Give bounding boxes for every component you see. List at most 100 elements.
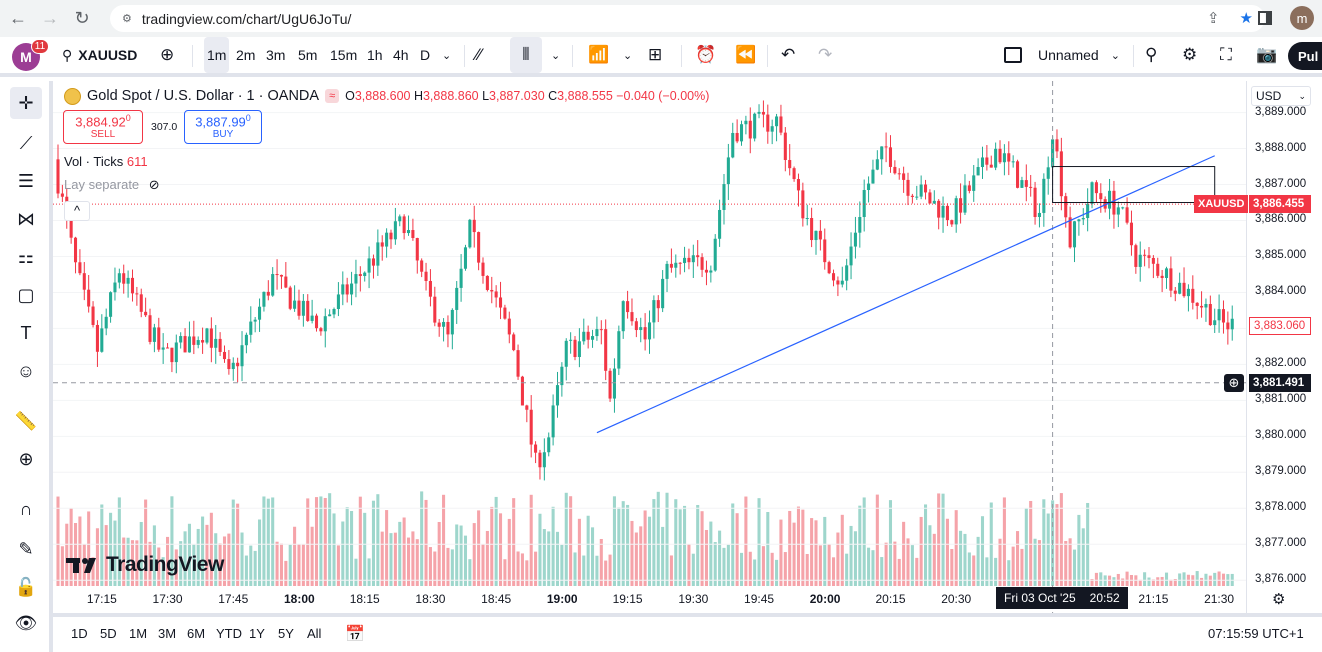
eye-crossed-icon[interactable]: ⊘ <box>148 177 160 192</box>
price-axis[interactable]: USD ⌄ 3,889.000 3,888.000 3,887.000 3,886.0… <box>1246 81 1322 613</box>
emoji-icon[interactable]: ☺ <box>16 360 36 381</box>
volume-bar <box>915 557 919 586</box>
candle-body <box>1007 153 1011 162</box>
interval-2m[interactable]: 2m <box>236 47 256 63</box>
range-All[interactable]: All <box>307 626 322 641</box>
candle-body <box>393 221 397 240</box>
profile-avatar[interactable]: m <box>1290 6 1314 30</box>
candle-body <box>503 307 507 319</box>
range-5Y[interactable]: 5Y <box>278 626 294 641</box>
settings-gear-icon[interactable]: ⚙ <box>1182 45 1198 64</box>
range-3M[interactable]: 3M <box>158 626 177 641</box>
candle-body <box>157 327 161 350</box>
templates-icon[interactable]: ⊞ <box>648 45 663 64</box>
overlay-toggle[interactable]: Lay separate ⊘ <box>64 177 160 193</box>
lock-icon[interactable]: 🔓 <box>14 576 38 597</box>
range-1M[interactable]: 1M <box>129 626 148 641</box>
clock-timezone[interactable]: 07:15:59 UTC+1 <box>1208 626 1304 641</box>
sell-button[interactable]: 3,884.920 SELL <box>63 110 143 144</box>
buy-button[interactable]: 3,887.990 BUY <box>184 110 262 144</box>
volume-bar <box>805 553 809 586</box>
candle-body <box>691 255 695 263</box>
add-alert-plus-icon[interactable]: ⊕ <box>1224 373 1244 392</box>
replay-icon[interactable]: ⏪ <box>735 45 757 64</box>
time-tick: 21:15 <box>1138 592 1169 606</box>
screenshot-camera-icon[interactable]: 📷 <box>1256 45 1278 64</box>
candle-body <box>709 270 713 273</box>
chart-type-dropdown-icon[interactable]: ⌄ <box>551 49 561 62</box>
site-info-icon[interactable]: ⚙ <box>122 13 132 25</box>
candle-body <box>775 116 779 127</box>
interval-1h[interactable]: 1h <box>367 47 383 63</box>
candle-body <box>805 218 809 220</box>
chart-settings-icon[interactable]: ⚙ <box>1272 591 1286 608</box>
volume-bar <box>516 551 520 586</box>
alert-icon[interactable]: ⏰ <box>695 45 717 64</box>
quick-search-icon[interactable]: ⚲ <box>1145 45 1158 64</box>
symbol-search[interactable]: ⚲ XAUUSD <box>62 37 137 73</box>
candle-body <box>586 331 590 340</box>
price-chart[interactable] <box>53 81 1246 613</box>
ruler-icon[interactable]: 📏 <box>14 410 38 431</box>
volume-bar <box>950 549 954 586</box>
zoom-in-icon[interactable]: ⊕ <box>18 448 34 469</box>
range-6M[interactable]: 6M <box>187 626 206 641</box>
volume-legend[interactable]: Vol · Ticks 611 <box>64 154 148 169</box>
volume-bar <box>271 497 275 586</box>
interval-4h[interactable]: 4h <box>393 47 409 63</box>
indicators-dropdown-icon[interactable]: ⌄ <box>623 49 633 62</box>
interval-3m[interactable]: 3m <box>266 47 286 63</box>
reload-icon[interactable]: ↻ <box>74 8 90 28</box>
undo-icon[interactable]: ↶ <box>781 45 796 64</box>
range-1Y[interactable]: 1Y <box>249 626 265 641</box>
fib-retracement-icon[interactable]: ☰ <box>17 170 35 191</box>
range-5D[interactable]: 5D <box>100 626 117 641</box>
redo-icon[interactable]: ↷ <box>818 45 833 64</box>
layout-menu[interactable]: Unnamed ⌄ <box>1004 37 1120 73</box>
candle-body <box>555 385 560 406</box>
intervals-dropdown-icon[interactable]: ⌄ <box>442 49 452 62</box>
time-axis[interactable]: 17:15 17:30 17:45 18:00 18:15 18:30 18:45 19:00… <box>53 585 1246 613</box>
hide-drawings-eye-icon[interactable]: 👁 <box>14 612 38 633</box>
fullscreen-icon[interactable]: ⛶ <box>1220 45 1232 64</box>
volume-bar <box>266 498 270 586</box>
side-panel-icon[interactable] <box>1258 11 1272 25</box>
bookmark-star-icon[interactable]: ★ <box>1239 10 1253 27</box>
range-1D[interactable]: 1D <box>71 626 88 641</box>
pattern-icon[interactable]: ⋈ <box>17 208 35 229</box>
interval-15m[interactable]: 15m <box>330 47 358 63</box>
share-icon[interactable]: ⇪ <box>1206 10 1220 27</box>
crosshair-icon[interactable]: ✛ <box>10 87 42 119</box>
volume-bar <box>249 545 253 586</box>
publish-button[interactable]: Pul <box>1288 42 1322 70</box>
shapes-rectangle-icon[interactable]: ▢ <box>17 284 35 305</box>
candles-icon[interactable]: ⫴ <box>510 37 542 73</box>
interval-D[interactable]: D <box>420 47 431 63</box>
collapse-legend-button[interactable]: ^ <box>64 201 90 221</box>
candle-body <box>612 368 616 399</box>
candle-body <box>455 287 459 310</box>
date-range-calendar-icon[interactable]: 📅 <box>345 626 365 643</box>
indicators-icon[interactable]: 📶 <box>588 45 610 64</box>
text-tool-icon[interactable]: T <box>20 322 32 343</box>
line-chart-icon[interactable]: ⁄⁄ <box>476 45 482 64</box>
magnet-icon[interactable]: ∩ <box>19 498 33 519</box>
compare-add-icon[interactable]: ⊕ <box>160 45 175 64</box>
address-bar[interactable]: ⚙ tradingview.com/chart/UgU6JoTu/ ⇪ ★ <box>110 5 1265 32</box>
symbol-title[interactable]: Gold Spot / U.S. Dollar · 1 · OANDA <box>87 88 320 104</box>
range-YTD[interactable]: YTD <box>216 626 242 641</box>
candle-body <box>573 339 577 358</box>
volume-bar <box>345 507 349 586</box>
interval-1m[interactable]: 1m <box>204 37 230 73</box>
forward-icon[interactable]: → <box>41 8 59 28</box>
candle-body <box>871 169 875 184</box>
currency-selector[interactable]: USD ⌄ <box>1251 86 1311 106</box>
chart-pane[interactable] <box>53 81 1246 613</box>
volume-bar <box>923 504 928 586</box>
interval-5m[interactable]: 5m <box>298 47 318 63</box>
trend-line-icon[interactable]: ⟋ <box>19 132 33 153</box>
candle-body <box>262 291 266 307</box>
prediction-icon[interactable]: ⚏ <box>17 246 35 267</box>
back-icon[interactable]: ← <box>9 8 27 28</box>
lock-drawing-icon[interactable]: ✎ <box>18 538 34 559</box>
